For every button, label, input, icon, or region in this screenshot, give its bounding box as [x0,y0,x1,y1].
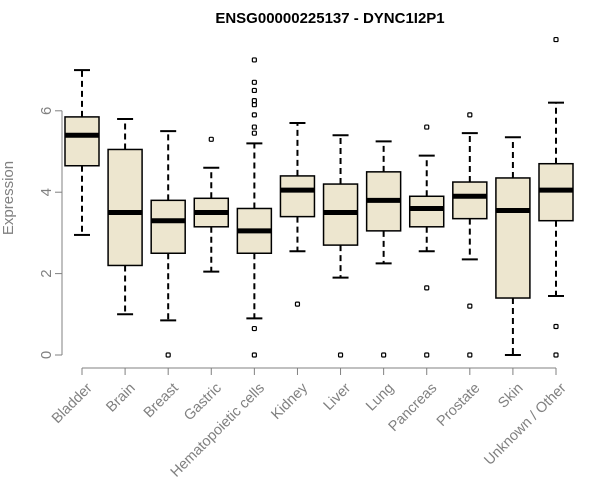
outlier-point [424,124,430,130]
outlier-point [251,57,257,63]
iqr-box [452,181,488,220]
box-bladder [64,69,100,236]
outlier-point [251,124,257,130]
chart-title: ENSG00000225137 - DYNC1I2P1 [215,10,444,27]
x-tick-label: Prostate [434,380,483,429]
outlier-point [467,112,473,118]
box-hematopoietic-cells [236,57,273,358]
y-tick-label: 2 [38,269,55,277]
x-tick-label: Skin [495,380,526,411]
iqr-box [107,148,143,267]
outlier-point [251,87,257,94]
x-tick-label: Bladder [49,380,96,427]
y-tick-label: 0 [38,351,55,359]
y-tick-label: 4 [38,188,55,196]
outlier-point [553,352,559,358]
y-tick-label: 6 [38,107,55,115]
outlier-point [553,36,559,43]
outlier-point [424,285,430,291]
outlier-point [251,325,257,332]
box-series [64,36,574,358]
outlier-point [251,130,257,136]
y-axis-label: Expression [0,161,17,235]
outlier-point [251,102,257,108]
outlier-point [424,352,430,358]
box-prostate [452,112,488,358]
iqr-box [279,175,316,218]
outlier-point [251,112,257,118]
iqr-box [495,177,531,299]
iqr-box [408,195,445,228]
outlier-point [294,301,301,307]
iqr-box [150,199,186,254]
box-kidney [279,122,316,307]
outlier-point [251,98,257,104]
outlier-point [381,352,387,358]
x-tick-label: Unknown / Other [481,380,569,468]
outlier-point [251,79,257,85]
outlier-point [208,136,214,142]
iqr-box [64,116,100,167]
x-tick-label: Brain [103,380,138,415]
box-liver [322,134,359,358]
outlier-point [337,352,344,358]
outlier-point [251,352,257,358]
box-breast [150,130,186,358]
outlier-point [467,303,473,309]
outlier-point [165,352,171,358]
box-lung [365,140,402,358]
x-tick-label: Kidney [268,380,311,423]
box-pancreas [408,124,445,358]
box-gastric [193,136,230,273]
x-tick-label: Breast [141,380,182,421]
x-tick-label: Lung [363,380,397,414]
y-axis: 0 2 4 6 [38,107,63,359]
x-tick-label: Liver [321,380,355,414]
box-unknown-other [538,36,574,358]
outlier-point [467,352,473,358]
box-skin [495,136,531,356]
box-brain [107,117,143,316]
outlier-point [553,323,559,330]
